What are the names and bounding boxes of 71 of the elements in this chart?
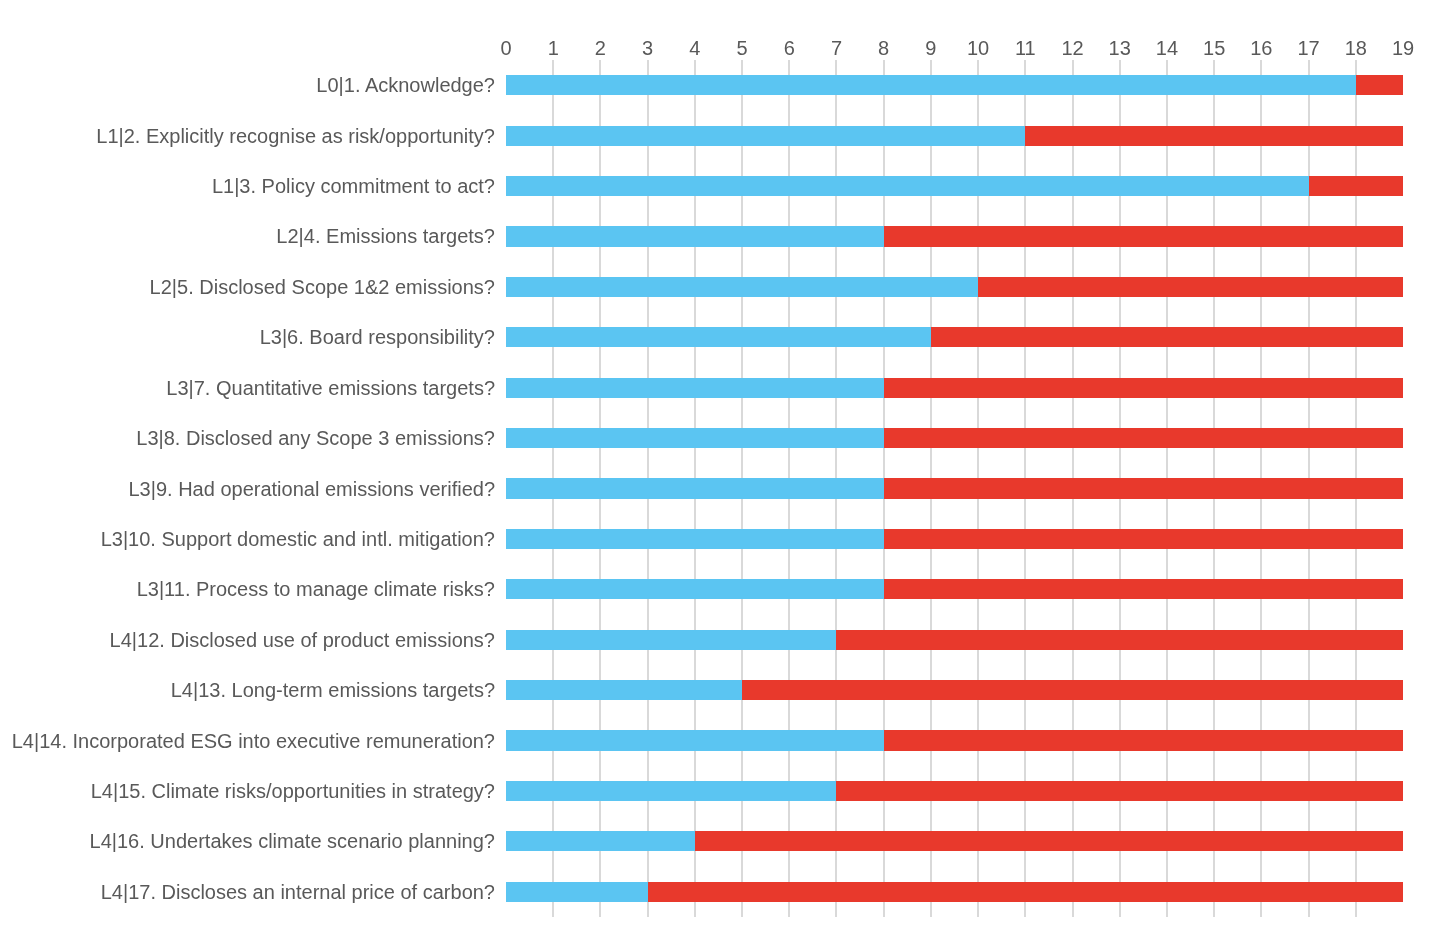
y-tick-label: L1|2. Explicitly recognise as risk/opportunity? [96,124,495,147]
bar [1025,125,1403,146]
bar [647,881,1403,902]
bar [506,377,884,398]
y-tick-label: L3|10. Support domestic and intl. mitigation? [100,527,495,550]
y-tick-label: L4|15. Climate risks/opportunities in strategy? [90,779,495,802]
x-tick-label: 7 [830,37,843,59]
y-tick-label: L4|16. Undertakes climate scenario planning? [89,830,495,853]
bar [506,579,884,600]
y-tick-label: L3|9. Had operational emissions verified? [128,477,495,500]
x-tick-label: 5 [736,37,748,59]
y-tick-label: L0|1. Acknowledge? [316,74,495,97]
y-tick-label: L3|7. Quantitative emissions targets? [166,376,495,399]
bar [506,226,884,247]
bar [742,680,1403,701]
bar [883,428,1403,449]
bar [883,478,1403,499]
y-tick-label: L1|3. Policy commitment to act? [211,175,495,198]
bar [506,75,1356,96]
x-tick-label: 12 [1061,37,1084,59]
bar [506,680,743,701]
bar [506,276,979,297]
bar [883,377,1403,398]
bar [506,881,648,902]
x-tick-label: 0 [500,37,512,59]
bar [506,831,695,852]
bar [506,175,1309,197]
bar [506,428,884,449]
bar [883,730,1403,751]
x-tick-label: 6 [783,37,795,59]
x-tick-label: 18 [1344,37,1367,59]
y-tick-label: L4|17. Discloses an internal price of carbon? [100,880,495,903]
x-tick-label: 10 [966,37,990,59]
x-tick-label: 8 [878,37,890,59]
bar [1355,75,1403,96]
bar [506,478,884,499]
bar [883,528,1403,549]
y-tick-label: L3|8. Disclosed any Scope 3 emissions? [136,427,495,450]
x-tick-label: 15 [1203,37,1226,59]
x-tick-label: 13 [1108,37,1131,59]
bar [506,780,837,802]
bar [506,730,884,751]
bar [978,276,1403,297]
x-tick-label: 4 [689,37,701,59]
y-tick-label: L3|11. Process to manage climate risks? [136,578,495,601]
x-tick-label: 9 [925,37,937,59]
x-tick-label: 16 [1250,37,1273,59]
x-tick-label: 1 [547,37,559,59]
x-tick-label: 2 [594,37,606,59]
bar [506,125,1026,146]
bar [883,226,1403,247]
y-tick-label: L4|12. Disclosed use of product emissions? [109,628,495,651]
y-tick-label: L4|14. Incorporated ESG into executive remuneration? [11,729,495,752]
bar [506,327,931,348]
x-tick-label: 14 [1155,37,1179,59]
bar [836,629,1403,650]
x-tick-label: 19 [1391,37,1415,59]
y-tick-label: L2|4. Emissions targets? [276,225,495,248]
x-tick-label: 17 [1297,37,1320,59]
bar [506,528,884,549]
x-tick-label: 3 [642,37,654,59]
bar [836,780,1403,802]
bar [883,579,1403,600]
bar [1308,175,1403,197]
bar [930,327,1403,348]
bar [694,831,1403,852]
bar [506,629,837,650]
y-tick-label: L4|13. Long-term emissions targets? [170,679,495,702]
x-tick-label: 11 [1014,37,1036,59]
y-tick-label: L3|6. Board responsibility? [259,326,495,349]
y-tick-label: L2|5. Disclosed Scope 1&2 emissions? [149,275,495,298]
